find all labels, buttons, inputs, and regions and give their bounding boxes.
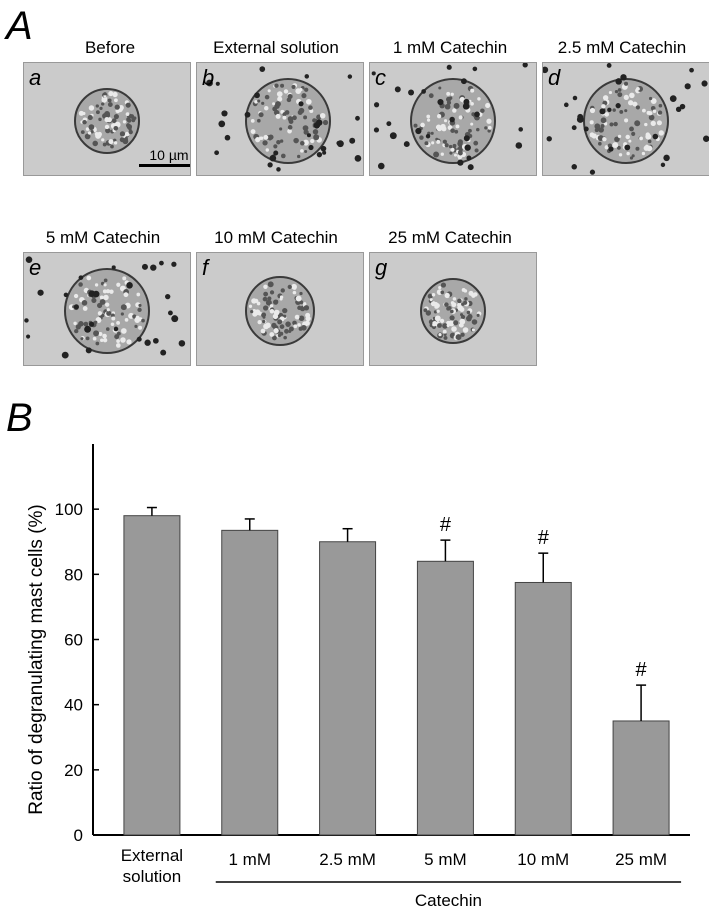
micrograph-letter: b <box>202 65 215 90</box>
micrograph-title: Before <box>84 38 136 57</box>
micrograph-letter: d <box>548 65 561 90</box>
bar <box>514 581 572 836</box>
x-tick-label: External <box>121 846 183 865</box>
micrograph-title: 5 mM Catechin <box>45 228 161 247</box>
y-tick-label: 20 <box>64 761 83 780</box>
micrograph-letter: e <box>29 255 42 280</box>
x-tick-label: 1 mM <box>229 850 272 869</box>
panel-b-letter: B <box>6 396 33 440</box>
micrograph-title: 2.5 mM Catechin <box>557 38 687 57</box>
micrograph-letter: g <box>375 255 388 280</box>
x-tick-label: 25 mM <box>615 850 667 869</box>
scale-bar: 10 µm <box>139 147 190 167</box>
significance-marker: # <box>538 527 550 549</box>
micrograph-image: e <box>23 252 191 366</box>
micrograph-image: d <box>542 62 709 176</box>
micrograph-image: f <box>196 252 364 366</box>
bar-chart: 0 20 40 60 80 100 Ratio of degranulating mast … <box>26 444 690 908</box>
x-tick-label: 5 mM <box>424 850 467 869</box>
significance-marker: # <box>636 659 648 681</box>
scale-bar-line <box>139 164 190 167</box>
micrograph-image: b <box>196 62 364 176</box>
y-tick-label: 0 <box>74 826 83 845</box>
significance-marker: # <box>440 514 452 536</box>
scale-bar-label: 10 µm <box>149 147 189 163</box>
panel-a-letter: A <box>6 4 33 48</box>
micrograph-letter: c <box>375 65 386 90</box>
micrograph-image: g <box>369 252 537 366</box>
micrograph-image: c <box>369 62 537 176</box>
micrograph-letter: f <box>202 255 209 280</box>
micrograph-title: 25 mM Catechin <box>388 228 512 247</box>
bar <box>221 529 279 836</box>
x-tick-label: solution <box>123 867 182 886</box>
micrograph-title: External solution <box>213 38 339 57</box>
y-tick-label: 80 <box>64 565 83 584</box>
bar <box>123 515 181 836</box>
micrograph-letter: a <box>29 65 42 90</box>
x-tick-label: 10 mM <box>517 850 569 869</box>
micrograph-title: 1 mM Catechin <box>392 38 508 57</box>
y-axis-label: Ratio of degranulating mast cells (%) <box>26 504 47 814</box>
bar <box>416 560 474 836</box>
x-tick-label: 2.5 mM <box>319 850 376 869</box>
bar <box>319 541 377 836</box>
micrograph-image: a 10 µm <box>23 62 191 176</box>
micrograph-title: 10 mM Catechin <box>214 228 338 247</box>
y-tick-label: 40 <box>64 696 83 715</box>
group-label: Catechin <box>415 891 482 908</box>
y-tick-label: 100 <box>55 500 83 519</box>
bar <box>612 720 670 836</box>
y-tick-label: 60 <box>64 631 83 650</box>
